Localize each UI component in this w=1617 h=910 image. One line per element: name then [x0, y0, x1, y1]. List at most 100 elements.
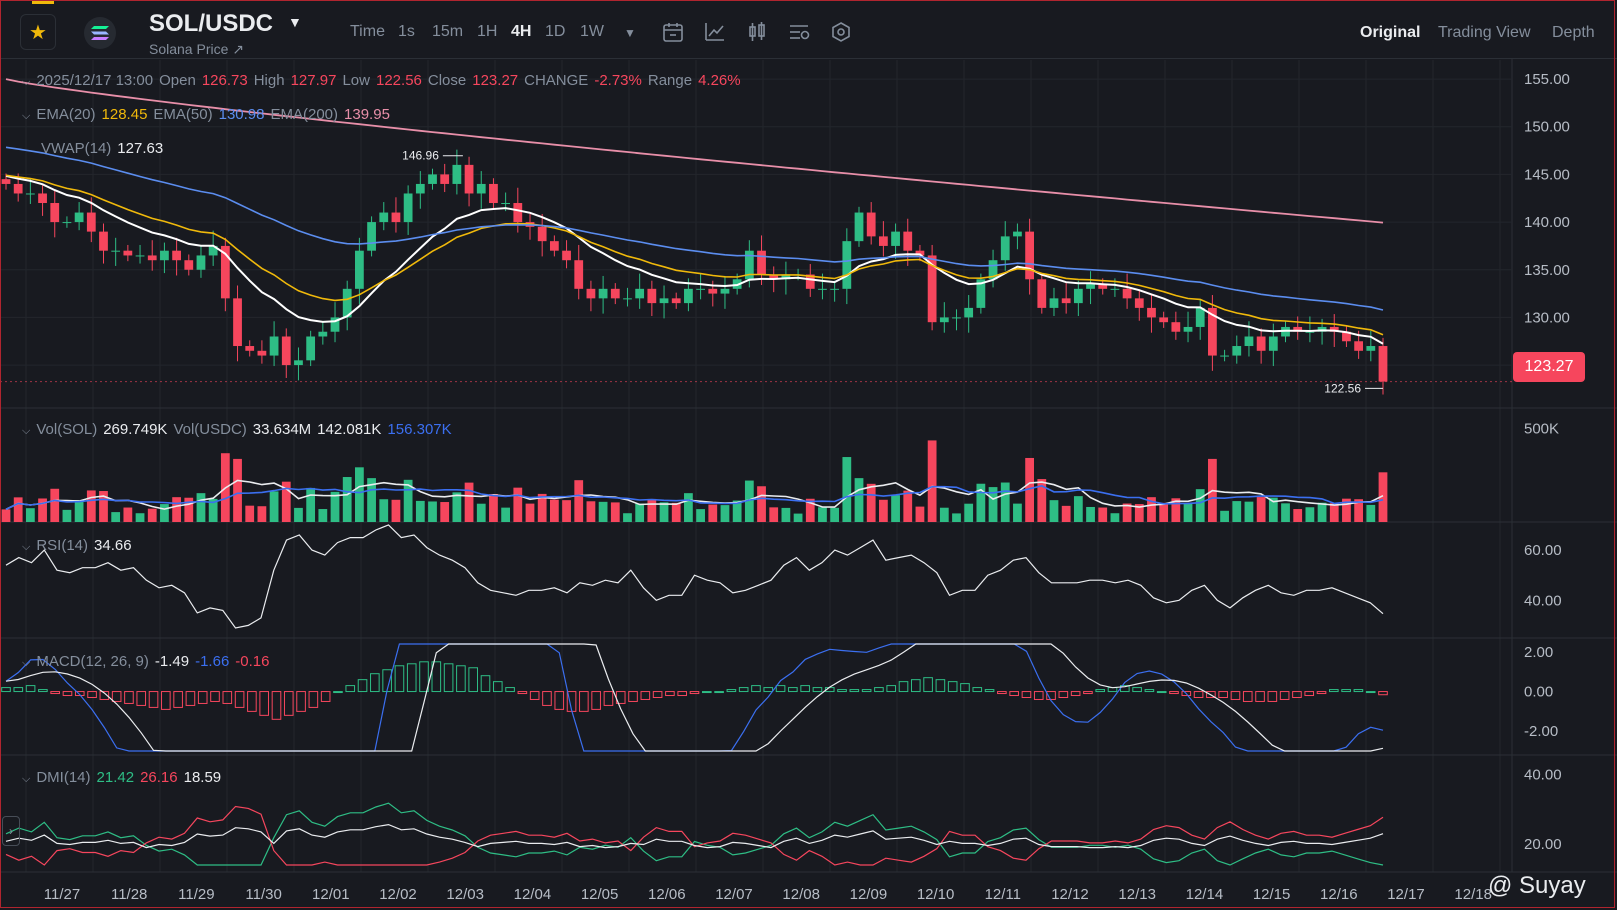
- macd-histogram-bar: [38, 689, 48, 693]
- view-trading-view[interactable]: Trading View: [1438, 24, 1531, 41]
- candle-body: [757, 250, 766, 275]
- macd-histogram-bar: [1279, 691, 1290, 700]
- macd-histogram-bar: [13, 687, 24, 693]
- candle-body: [1329, 326, 1339, 332]
- macd-histogram-bar: [406, 663, 417, 693]
- macd-histogram-bar: [185, 691, 196, 706]
- volume-bar: [562, 500, 571, 522]
- macd-histogram-bar: [947, 681, 958, 693]
- view-depth[interactable]: Depth: [1552, 24, 1595, 41]
- candle-body: [294, 360, 303, 366]
- price-tick-label: 135.00: [1524, 262, 1570, 279]
- macd-histogram-bar: [591, 691, 601, 710]
- volume-bar: [513, 487, 523, 522]
- dmi-tick-label: 20.00: [1524, 836, 1562, 853]
- volume-bar: [647, 498, 657, 522]
- candle-body: [220, 245, 230, 299]
- macd-histogram-bar: [874, 687, 884, 693]
- candle-type-icon[interactable]: [745, 20, 769, 44]
- macd-collapse-icon[interactable]: ⌵: [22, 657, 31, 669]
- interval-1w[interactable]: 1W: [580, 23, 604, 40]
- volume-bar: [1110, 513, 1120, 522]
- macd-histogram-bar: [283, 691, 294, 716]
- pair-subtitle-link[interactable]: Solana Price ↗: [149, 41, 244, 57]
- candle-body: [318, 331, 328, 337]
- candle-body: [135, 255, 145, 257]
- legend-collapse-icon[interactable]: ⌵: [22, 76, 31, 88]
- volume-bar: [1122, 503, 1132, 522]
- view-original[interactable]: Original: [1360, 24, 1421, 41]
- macd-histogram-bar: [1, 687, 11, 693]
- volume-bar: [635, 503, 645, 522]
- interval-4h[interactable]: 4H: [511, 23, 532, 40]
- pair-title[interactable]: SOL/USDC: [149, 10, 274, 37]
- volume-bar: [440, 502, 450, 522]
- candle-body: [440, 174, 450, 184]
- interval-1d[interactable]: 1D: [545, 23, 566, 40]
- volume-bar: [1, 509, 11, 522]
- macd-histogram-bar: [1021, 691, 1032, 698]
- favorite-star-icon[interactable]: ★: [20, 14, 56, 50]
- volume-bar: [330, 491, 340, 522]
- dmi-legend: ⌵ DMI(14) 21.42 26.16 18.59: [22, 769, 222, 786]
- volume-bar: [172, 497, 181, 522]
- interval-15m[interactable]: 15m: [432, 23, 464, 40]
- candle-body: [403, 193, 413, 223]
- ema-collapse-icon[interactable]: ⌵: [22, 110, 31, 122]
- candle-body: [1244, 336, 1254, 347]
- macd-histogram-bar: [554, 691, 565, 710]
- candle-body: [586, 288, 596, 299]
- macd-histogram-bar: [296, 691, 306, 712]
- high-annotation: 146.96: [402, 149, 439, 163]
- volume-bar: [1354, 499, 1364, 522]
- macd-histogram-bar: [738, 687, 749, 693]
- calendar-icon[interactable]: [661, 20, 685, 44]
- date-tick-label: 12/09: [850, 886, 888, 903]
- volume-bar: [598, 501, 608, 522]
- volume-bar: [915, 506, 925, 522]
- macd-histogram-bar: [701, 691, 712, 694]
- interval-1h[interactable]: 1H: [477, 23, 498, 40]
- candle-body: [1134, 298, 1144, 308]
- macd-histogram-bar: [505, 687, 515, 693]
- candle-body: [233, 298, 242, 347]
- date-tick-label: 12/02: [379, 886, 417, 903]
- vol-collapse-icon[interactable]: ⌵: [22, 425, 31, 437]
- settings-hexagon-icon[interactable]: [829, 20, 853, 44]
- volume-bar: [464, 482, 474, 522]
- volume-bar: [1305, 507, 1315, 522]
- dmi-collapse-icon[interactable]: ⌵: [22, 773, 31, 785]
- volume-bar: [878, 499, 888, 522]
- candle-body: [184, 260, 194, 270]
- volume-bar: [1281, 503, 1290, 522]
- pair-dropdown-caret-icon[interactable]: ▼: [288, 14, 302, 30]
- chart-settings-icon[interactable]: [787, 20, 811, 44]
- ohlc-legend: ⌵ 2025/12/17 13:00 Open 126.73 High 127.97 Low…: [22, 72, 741, 89]
- expand-sidebar-icon[interactable]: ›: [2, 816, 20, 846]
- macd-histogram-bar: [1156, 691, 1167, 694]
- candle-body: [281, 336, 291, 366]
- volume-bar: [452, 492, 462, 522]
- volume-bar: [525, 503, 535, 522]
- candle-body: [842, 241, 852, 289]
- candle-body: [1122, 288, 1132, 299]
- candle-body: [62, 222, 72, 224]
- dmi-plus-line: [5, 802, 1384, 866]
- volume-bar: [1147, 497, 1156, 522]
- date-tick-label: 12/08: [782, 886, 820, 903]
- interval-more-caret-icon[interactable]: ▼: [624, 26, 636, 40]
- interval-time[interactable]: Time: [350, 23, 385, 40]
- macd-histogram-bar: [1132, 687, 1142, 693]
- interval-1s[interactable]: 1s: [398, 23, 415, 40]
- candle-body: [379, 212, 389, 223]
- candle-body: [147, 255, 157, 261]
- macd-histogram-bar: [763, 687, 774, 693]
- indicator-line-icon[interactable]: [703, 20, 727, 44]
- rsi-collapse-icon[interactable]: ⌵: [22, 541, 31, 553]
- volume-bar: [245, 505, 255, 522]
- candle-body: [976, 279, 986, 308]
- candle-body: [598, 288, 608, 299]
- macd-histogram-bar: [628, 691, 638, 702]
- macd-histogram-bar: [800, 685, 810, 693]
